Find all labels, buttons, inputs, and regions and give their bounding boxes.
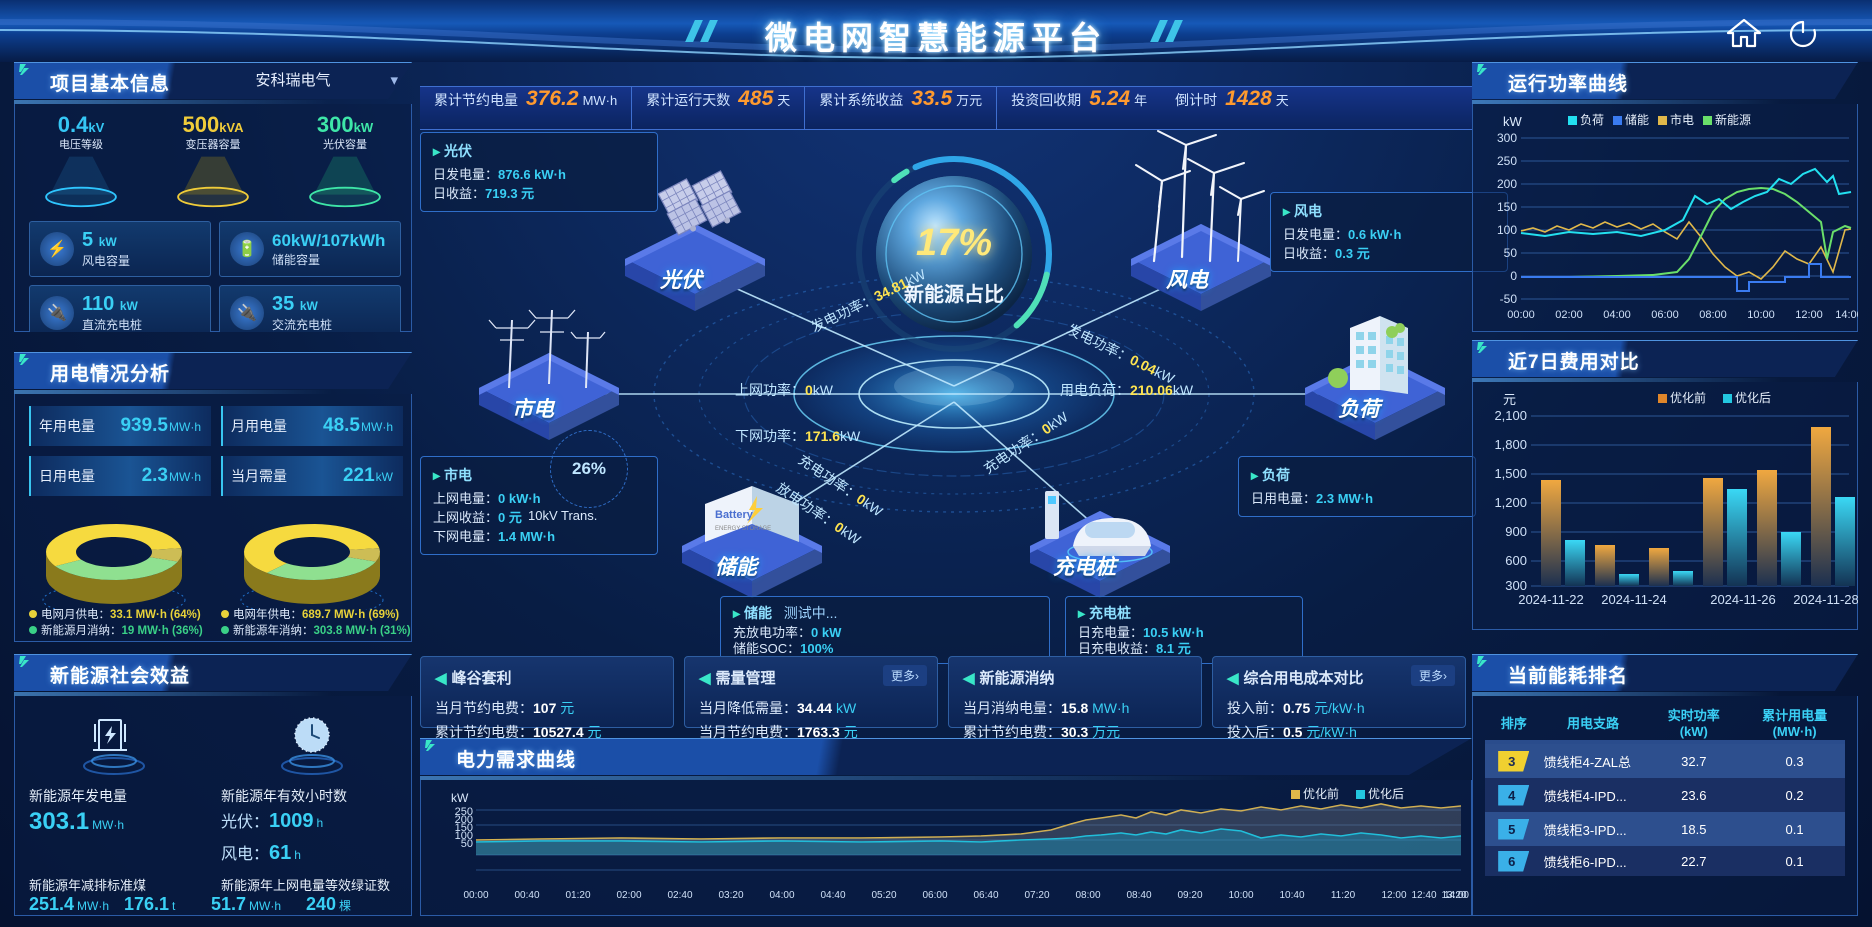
svg-text:08:40: 08:40 [1126, 890, 1151, 901]
svg-text:2024-11-26: 2024-11-26 [1710, 592, 1776, 607]
svg-text:300: 300 [1505, 578, 1527, 593]
svg-text:Battery: Battery [715, 509, 754, 521]
svg-text:市电: 市电 [1670, 112, 1694, 127]
svg-text:14:00: 14:00 [1444, 890, 1469, 901]
svg-text:11:20: 11:20 [1331, 890, 1356, 901]
svg-text:1,500: 1,500 [1494, 466, 1527, 481]
svg-text:ENERGY STORAGE: ENERGY STORAGE [715, 526, 771, 532]
svg-text:150: 150 [1497, 200, 1517, 214]
svg-text:300: 300 [1497, 131, 1517, 145]
svg-text:2,100: 2,100 [1494, 408, 1527, 423]
svg-text:优化后: 优化后 [1368, 787, 1404, 801]
svg-text:250: 250 [1497, 154, 1517, 168]
svg-text:09:20: 09:20 [1177, 890, 1202, 901]
svg-text:04:00: 04:00 [1603, 309, 1631, 321]
svg-text:储能: 储能 [1625, 112, 1649, 127]
svg-text:00:40: 00:40 [514, 890, 539, 901]
svg-text:14:00: 14:00 [1835, 309, 1858, 321]
svg-text:新能源: 新能源 [1715, 112, 1751, 127]
svg-text:50: 50 [461, 838, 473, 850]
svg-text:06:00: 06:00 [922, 890, 947, 901]
svg-text:06:40: 06:40 [973, 890, 998, 901]
svg-text:kW: kW [1503, 114, 1523, 129]
svg-text:优化前: 优化前 [1303, 786, 1339, 801]
svg-text:0: 0 [1510, 269, 1517, 283]
svg-text:1,200: 1,200 [1494, 495, 1527, 510]
svg-text:优化前: 优化前 [1670, 390, 1706, 405]
svg-text:04:00: 04:00 [769, 890, 794, 901]
svg-text:50: 50 [1504, 246, 1518, 260]
svg-text:00:00: 00:00 [463, 890, 488, 901]
svg-text:600: 600 [1505, 553, 1527, 568]
svg-text:2024-11-28: 2024-11-28 [1793, 592, 1858, 607]
svg-text:04:40: 04:40 [820, 890, 845, 901]
svg-text:02:00: 02:00 [616, 890, 641, 901]
svg-text:00:00: 00:00 [1507, 309, 1535, 321]
svg-text:kW: kW [451, 791, 469, 805]
svg-text:02:00: 02:00 [1555, 309, 1583, 321]
svg-text:08:00: 08:00 [1075, 890, 1100, 901]
svg-text:02:40: 02:40 [667, 890, 692, 901]
svg-text:12:40: 12:40 [1411, 890, 1436, 901]
svg-text:05:20: 05:20 [871, 890, 896, 901]
svg-text:900: 900 [1505, 524, 1527, 539]
svg-text:优化后: 优化后 [1735, 391, 1771, 405]
svg-text:08:00: 08:00 [1699, 309, 1727, 321]
svg-text:01:20: 01:20 [565, 890, 590, 901]
svg-text:100: 100 [1497, 223, 1517, 237]
svg-text:2024-11-24: 2024-11-24 [1601, 592, 1667, 607]
svg-text:元: 元 [1503, 392, 1516, 407]
svg-text:07:20: 07:20 [1024, 890, 1049, 901]
svg-text:03:20: 03:20 [718, 890, 743, 901]
svg-text:1,800: 1,800 [1494, 437, 1527, 452]
svg-text:10:00: 10:00 [1228, 890, 1253, 901]
svg-text:-50: -50 [1500, 292, 1518, 306]
svg-text:2024-11-22: 2024-11-22 [1518, 592, 1584, 607]
svg-text:10:40: 10:40 [1279, 890, 1304, 901]
svg-text:200: 200 [1497, 177, 1517, 191]
svg-text:12:00: 12:00 [1381, 890, 1406, 901]
svg-text:12:00: 12:00 [1795, 309, 1823, 321]
svg-text:负荷: 负荷 [1580, 113, 1604, 127]
svg-text:06:00: 06:00 [1651, 309, 1679, 321]
svg-text:10:00: 10:00 [1747, 309, 1775, 321]
